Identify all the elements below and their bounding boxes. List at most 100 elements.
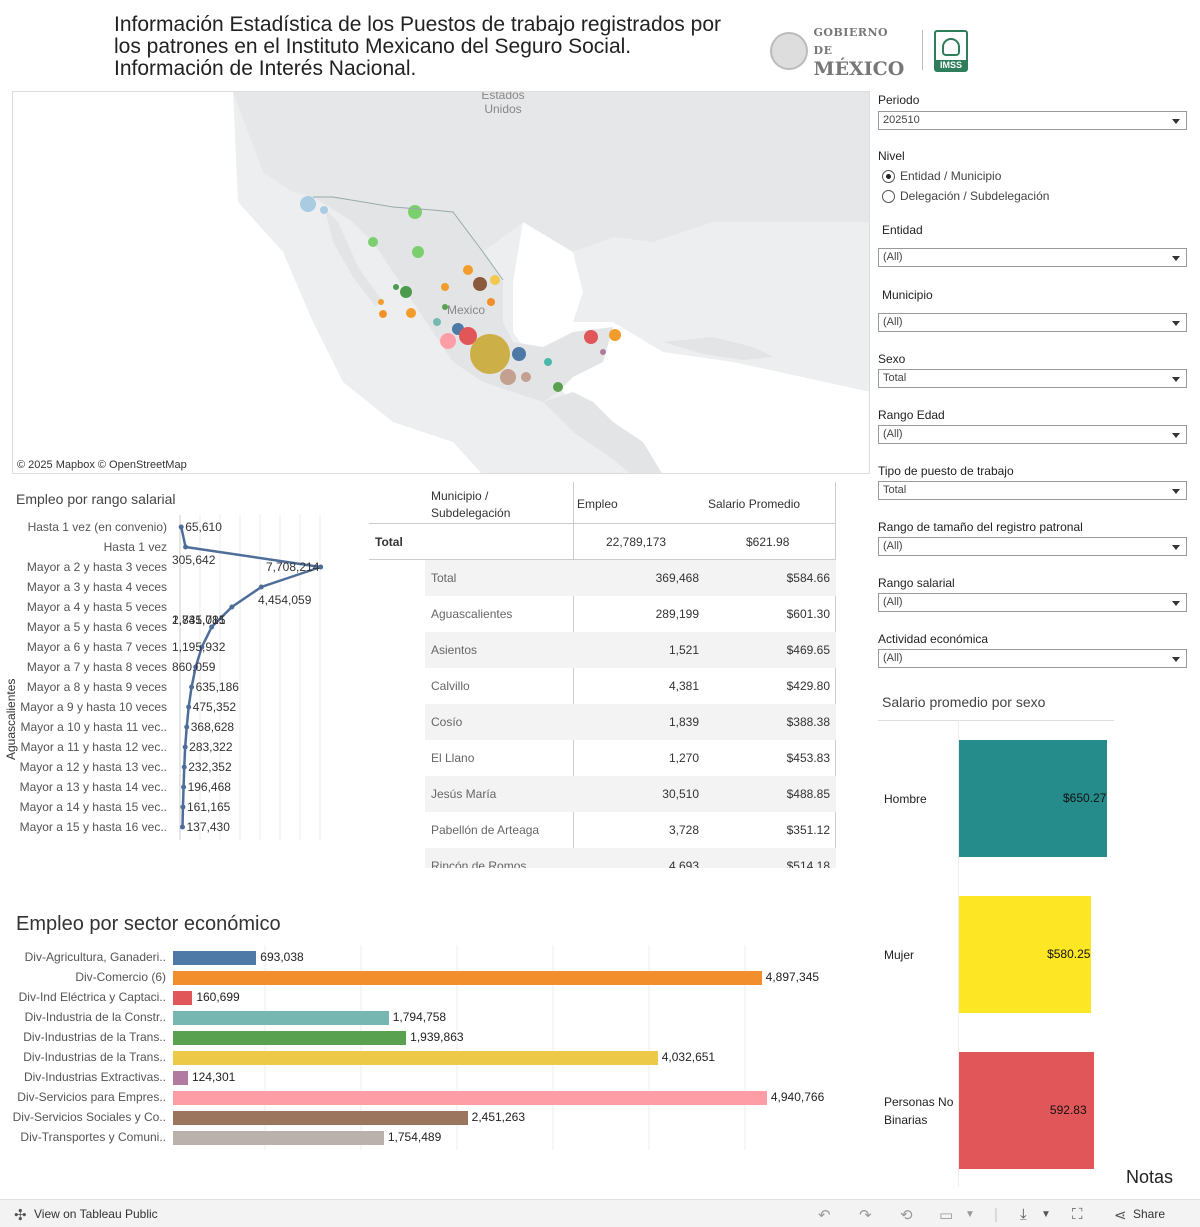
map-bubble[interactable] [473, 277, 487, 291]
view-on-tableau-link[interactable]: View on Tableau Public [34, 1207, 158, 1221]
map-bubble[interactable] [442, 304, 448, 310]
filter-rango-salarial-select[interactable]: (All) [878, 593, 1187, 612]
sector-bar[interactable] [173, 1051, 658, 1065]
fullscreen-icon[interactable]: ⛶ [1072, 1206, 1083, 1223]
salary-range-point[interactable] [193, 664, 199, 670]
map-bubble[interactable] [368, 237, 378, 247]
map-bubble-cdmx[interactable] [470, 334, 510, 374]
salary-range-point[interactable] [229, 604, 235, 610]
nivel-option-entidad[interactable]: Entidad / Municipio [882, 169, 1001, 183]
salary-range-point[interactable] [199, 644, 205, 650]
salary-range-line[interactable] [179, 526, 322, 828]
map-bubble[interactable] [490, 275, 500, 285]
filter-actividad-select[interactable]: (All) [878, 649, 1187, 668]
salary-range-point[interactable] [258, 584, 264, 590]
salary-range-point[interactable] [209, 624, 215, 630]
filter-sexo-select[interactable]: Total [878, 369, 1187, 388]
table-row[interactable]: Aguascalientes 289,199 $601.30 [425, 596, 836, 632]
map-attribution[interactable]: © 2025 Mapbox © OpenStreetMap [17, 459, 187, 471]
table-row[interactable]: Cosío 1,839 $388.38 [425, 704, 836, 740]
filter-rango-edad-select[interactable]: (All) [878, 425, 1187, 444]
undo-icon[interactable]: ↶ [818, 1207, 831, 1224]
chevron-down-icon[interactable]: ▼ [1041, 1209, 1051, 1220]
pause-icon[interactable]: ▭ [939, 1207, 954, 1224]
salary-range-point[interactable] [318, 564, 324, 570]
map-bubble[interactable] [380, 311, 386, 317]
map-bubble[interactable] [463, 265, 473, 275]
sector-bar[interactable] [173, 1011, 389, 1025]
salary-range-point[interactable] [181, 784, 187, 790]
share-button[interactable]: Share [1133, 1207, 1166, 1221]
sector-bar[interactable] [173, 1091, 767, 1105]
map-bubble[interactable] [393, 284, 399, 290]
salary-range-chart[interactable] [170, 515, 330, 845]
table-row[interactable]: Total 369,468 $584.66 [425, 560, 836, 596]
table-row[interactable]: Pabellón de Arteaga 3,728 $351.12 [425, 812, 836, 848]
map-bubble[interactable] [378, 299, 384, 305]
chevron-down-icon[interactable]: ▼ [965, 1209, 975, 1220]
table-row[interactable]: El Llano 1,270 $453.83 [425, 740, 836, 776]
map-bubble[interactable] [521, 372, 531, 382]
header-municipio[interactable]: Municipio / Subdelegación [431, 489, 511, 520]
map-bubble[interactable] [609, 329, 621, 341]
map-bubble[interactable] [584, 330, 598, 344]
map-bubble[interactable] [600, 349, 606, 355]
sector-bar[interactable] [173, 1071, 188, 1085]
salary-range-point[interactable] [180, 804, 186, 810]
filter-rango-tamano-select[interactable]: (All) [878, 537, 1187, 556]
map-bubble[interactable] [512, 347, 526, 361]
filter-tipo-puesto-select[interactable]: Total [878, 481, 1187, 500]
salary-range-point[interactable] [181, 764, 187, 770]
sexo-bar[interactable] [959, 896, 1092, 1013]
map-bubble[interactable] [459, 327, 477, 345]
map-bubble[interactable] [433, 318, 441, 326]
salary-range-point[interactable] [184, 724, 190, 730]
radio-unselected-icon[interactable] [882, 189, 895, 203]
sexo-bar[interactable] [959, 740, 1107, 857]
salary-range-point[interactable] [189, 684, 195, 690]
salary-range-point[interactable] [186, 704, 192, 710]
share-icon[interactable]: ⋖ [1114, 1207, 1127, 1224]
salary-range-point[interactable] [178, 524, 184, 530]
map-bubble[interactable] [300, 196, 316, 212]
map-bubble[interactable] [544, 358, 552, 366]
sector-bar[interactable] [173, 1131, 384, 1145]
map-bubble[interactable] [441, 283, 449, 291]
filter-entidad-select[interactable]: (All) [878, 248, 1187, 267]
sector-bar[interactable] [173, 1111, 468, 1125]
municipio-table[interactable]: Municipio / Subdelegación Empleo Salario… [369, 482, 836, 868]
map-canvas[interactable] [13, 92, 870, 474]
sexo-bar[interactable] [959, 1052, 1094, 1169]
sector-bar[interactable] [173, 971, 762, 985]
sector-bar[interactable] [173, 991, 193, 1005]
revert-icon[interactable]: ⟲ [900, 1207, 913, 1224]
table-row[interactable]: Asientos 1,521 $469.65 [425, 632, 836, 668]
table-row[interactable]: Jesús María 30,510 $488.85 [425, 776, 836, 812]
map-bubble[interactable] [412, 246, 424, 258]
salary-range-point[interactable] [182, 744, 188, 750]
filter-periodo-select[interactable]: 202510 [878, 111, 1187, 130]
map-bubble[interactable] [400, 286, 412, 298]
header-salario[interactable]: Salario Promedio [708, 497, 801, 511]
notas-button[interactable]: Notas [1126, 1167, 1174, 1187]
sector-bar[interactable] [173, 951, 257, 965]
sector-bar[interactable] [173, 1031, 407, 1045]
map-bubble[interactable] [553, 382, 563, 392]
salary-range-point[interactable] [183, 544, 189, 550]
nivel-option-delegacion[interactable]: Delegación / Subdelegación [882, 189, 1049, 203]
redo-icon[interactable]: ↷ [859, 1207, 872, 1224]
map-bubble[interactable] [408, 205, 422, 219]
table-row[interactable]: Calvillo 4,381 $429.80 [425, 668, 836, 704]
map-bubble[interactable] [487, 298, 495, 306]
radio-selected-icon[interactable] [882, 169, 895, 183]
filter-municipio-select[interactable]: (All) [878, 313, 1187, 332]
map-bubble[interactable] [440, 333, 456, 349]
header-empleo[interactable]: Empleo [577, 497, 618, 511]
map-view[interactable]: Estados Unidos Mexico © 2025 Mapbox © Op… [12, 91, 870, 474]
map-bubble[interactable] [320, 206, 328, 214]
map-bubble[interactable] [500, 369, 516, 385]
salary-range-point[interactable] [180, 824, 186, 830]
table-row[interactable]: Rincón de Romos 4,693 $514.18 [425, 848, 836, 868]
download-icon[interactable]: ⤓ [1020, 1206, 1027, 1223]
map-bubble[interactable] [406, 308, 416, 318]
